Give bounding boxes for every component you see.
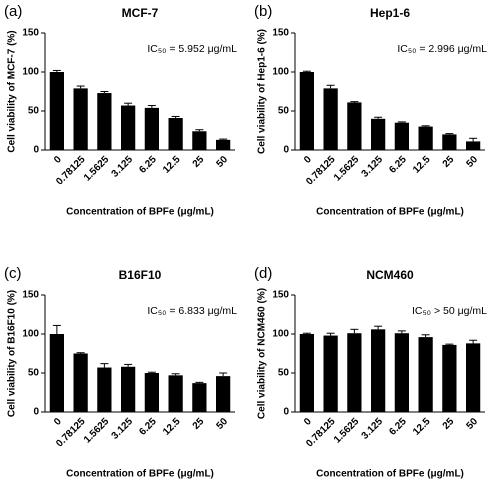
panel-label: (d) (254, 265, 272, 282)
y-tick-label: 150 (272, 28, 289, 39)
bar (418, 126, 433, 150)
y-tick-label: 50 (278, 106, 290, 117)
y-tick-label: 50 (28, 368, 40, 379)
x-tick-label: 6.25 (137, 416, 159, 438)
bar (216, 376, 231, 412)
y-tick-label: 0 (283, 407, 289, 418)
x-tick-label: 1.5625 (82, 416, 112, 446)
panel-label: (b) (254, 3, 272, 20)
x-tick-label: 3.125 (110, 154, 136, 180)
x-tick-label: 50 (464, 154, 480, 170)
y-tick-label: 150 (272, 290, 289, 301)
annotation: IC₅₀ = 2.996 μg/mL (397, 43, 487, 55)
x-tick-label: 0 (302, 416, 314, 428)
bar (192, 383, 207, 412)
bar (144, 107, 159, 150)
x-tick-label: 12.5 (161, 416, 183, 438)
bar (347, 102, 362, 150)
y-tick-label: 100 (272, 67, 289, 78)
panel-label: (a) (4, 3, 22, 20)
y-axis-label: Cell viability of NCM460 (%) (257, 288, 268, 419)
x-tick-label: 25 (191, 416, 207, 432)
y-tick-label: 0 (283, 145, 289, 156)
x-tick-label: 1.5625 (82, 154, 112, 184)
x-tick-label: 6.25 (137, 154, 159, 176)
bar (121, 105, 136, 150)
x-axis-label: Concentration of BPFe (μg/mL) (66, 207, 214, 218)
bar (394, 122, 409, 150)
x-tick-label: 0 (52, 416, 64, 428)
bar (442, 134, 457, 150)
panel-label: (c) (4, 265, 22, 282)
chart-title: B16F10 (119, 268, 162, 282)
bar (371, 118, 386, 150)
y-tick-label: 50 (28, 106, 40, 117)
x-tick-label: 1.5625 (332, 416, 362, 446)
bar (418, 337, 433, 412)
x-axis-label: Concentration of BPFe (μg/mL) (316, 469, 464, 480)
x-tick-label: 0 (302, 154, 314, 166)
x-tick-label: 50 (464, 416, 480, 432)
y-tick-label: 50 (278, 368, 290, 379)
x-tick-label: 25 (441, 416, 457, 432)
x-tick-label: 6.25 (387, 416, 409, 438)
bar (394, 333, 409, 412)
bar (442, 344, 457, 412)
chart-title: Hep1-6 (370, 6, 410, 20)
bar (323, 88, 338, 150)
y-tick-label: 0 (33, 145, 39, 156)
y-tick-label: 100 (22, 67, 39, 78)
x-tick-label: 12.5 (411, 416, 433, 438)
bar (121, 366, 136, 412)
bar (73, 353, 88, 412)
bar (168, 118, 183, 150)
y-axis-label: Cell viability of B16F10 (%) (7, 290, 18, 417)
x-tick-label: 25 (441, 154, 457, 170)
chart-title: NCM460 (366, 268, 414, 282)
bar (73, 88, 88, 150)
x-tick-label: 12.5 (411, 154, 433, 176)
y-axis-label: Cell viability of MCF-7 (%) (7, 30, 18, 152)
y-tick-label: 150 (22, 28, 39, 39)
bar (192, 131, 207, 150)
annotation: IC₅₀ = 6.833 μg/mL (147, 305, 237, 317)
x-tick-label: 0 (52, 154, 64, 166)
x-tick-label: 50 (214, 154, 230, 170)
x-tick-label: 3.125 (110, 416, 136, 442)
bar (216, 139, 231, 150)
y-axis-label: Cell viability of Hep1-6 (%) (257, 29, 268, 154)
bar (97, 367, 112, 412)
bar (347, 333, 362, 412)
bar (299, 72, 314, 150)
bar (466, 141, 481, 150)
bar (466, 343, 481, 412)
y-tick-label: 150 (22, 290, 39, 301)
bar (49, 72, 64, 150)
bar (49, 334, 64, 412)
y-tick-label: 100 (22, 329, 39, 340)
x-tick-label: 50 (214, 416, 230, 432)
bar (299, 334, 314, 412)
y-tick-label: 0 (33, 407, 39, 418)
chart-title: MCF-7 (122, 6, 159, 20)
annotation: IC₅₀ > 50 μg/mL (412, 305, 487, 317)
x-axis-label: Concentration of BPFe (μg/mL) (66, 469, 214, 480)
x-tick-label: 25 (191, 154, 207, 170)
x-tick-label: 1.5625 (332, 154, 362, 184)
x-tick-label: 12.5 (161, 154, 183, 176)
annotation: IC₅₀ = 5.952 μg/mL (147, 43, 237, 55)
bar (371, 329, 386, 412)
bar (144, 373, 159, 412)
y-tick-label: 100 (272, 329, 289, 340)
bar (168, 375, 183, 412)
bar (323, 335, 338, 412)
x-tick-label: 3.125 (360, 154, 386, 180)
x-tick-label: 6.25 (387, 154, 409, 176)
bar (97, 93, 112, 150)
x-axis-label: Concentration of BPFe (μg/mL) (316, 207, 464, 218)
x-tick-label: 3.125 (360, 416, 386, 442)
